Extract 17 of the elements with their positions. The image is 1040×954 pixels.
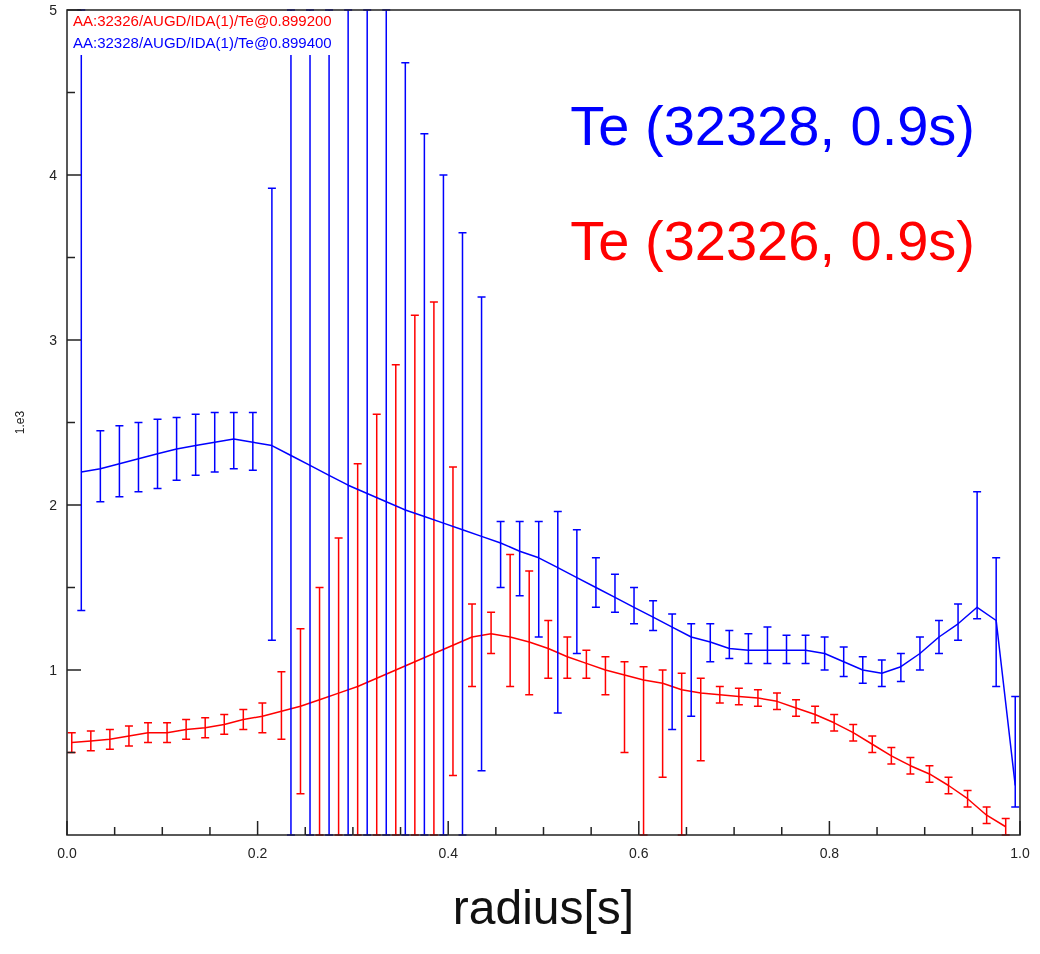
x-tick-label: 0.0 bbox=[57, 845, 77, 861]
x-tick-label: 0.8 bbox=[819, 845, 840, 861]
annotation: Te (32328, 0.9s) bbox=[570, 94, 975, 157]
y-tick-label: 3 bbox=[49, 332, 58, 348]
x-tick-label: 0.4 bbox=[438, 845, 459, 861]
x-tick-label: 0.6 bbox=[629, 845, 649, 861]
text: AA:32328/AUGD/IDA(1)/Te@0.899400 bbox=[73, 34, 332, 51]
x-tick-label: 0.2 bbox=[247, 845, 268, 861]
y-tick-label: 5 bbox=[49, 2, 58, 18]
y-tick-label: 2 bbox=[49, 497, 58, 513]
x-axis-title: radius[s] bbox=[452, 881, 635, 934]
annotation: Te (32326, 0.9s) bbox=[570, 209, 975, 272]
y-axis-title: 1.e3 bbox=[13, 410, 27, 435]
x-tick-label: 1.0 bbox=[1010, 845, 1030, 861]
text: AA:32326/AUGD/IDA(1)/Te@0.899200 bbox=[73, 12, 332, 29]
y-tick-label: 4 bbox=[49, 167, 58, 183]
y-tick-label: 1 bbox=[49, 662, 58, 678]
